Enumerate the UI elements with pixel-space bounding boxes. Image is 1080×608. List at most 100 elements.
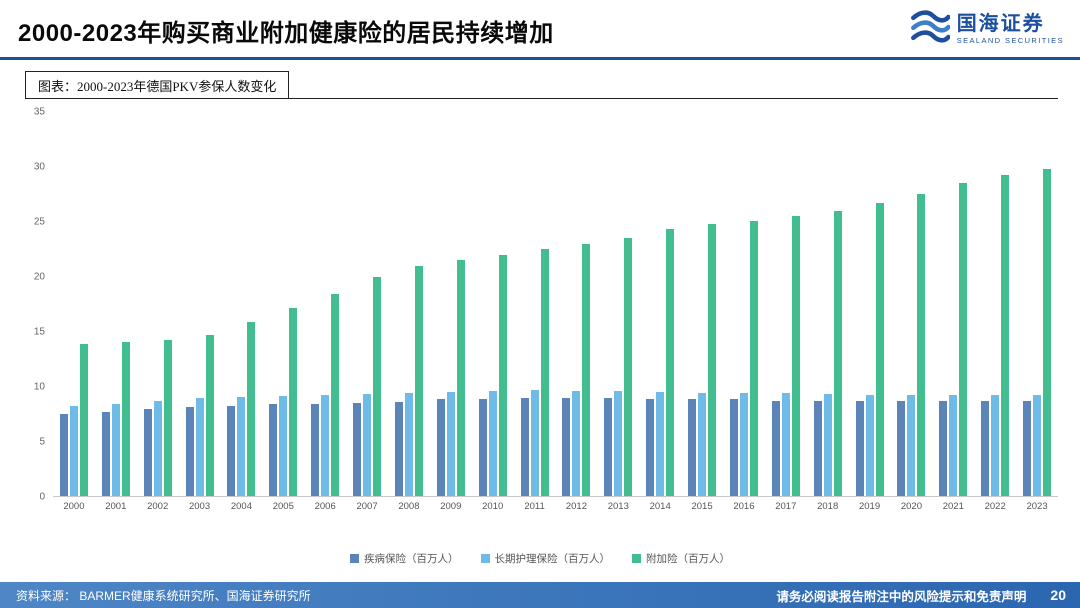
- figure-caption-row: 图表：2000-2023年德国PKV参保人数变化: [25, 71, 1058, 99]
- bar: [59, 413, 68, 496]
- bar: [1001, 174, 1010, 496]
- bar: [823, 393, 832, 496]
- bar-group-2023: 2023: [1016, 112, 1058, 512]
- bar-group-2017: 2017: [765, 112, 807, 512]
- bar-group-2012: 2012: [556, 112, 598, 512]
- bar: [436, 399, 445, 496]
- plot-area: 2000 2001 2002 2003 2004 2005 2006 2007 2008 2009…: [53, 112, 1058, 512]
- disclaimer-text: 请务必阅读报告附注中的风险提示和免责声明: [776, 589, 1027, 604]
- bar: [813, 400, 822, 496]
- legend-item: 疾病保险（百万人）: [350, 551, 459, 566]
- bar: [289, 308, 298, 496]
- x-axis-label: 2016: [733, 501, 755, 512]
- bar-group-2007: 2007: [346, 112, 388, 512]
- y-tick-label: 20: [33, 271, 45, 283]
- y-tick-label: 10: [33, 381, 45, 393]
- legend-swatch-icon: [480, 554, 490, 563]
- legend-item: 长期护理保险（百万人）: [480, 551, 611, 566]
- bar: [698, 392, 707, 496]
- bar-group-2002: 2002: [137, 112, 179, 512]
- bar: [456, 260, 465, 496]
- chart-legend: 疾病保险（百万人） 长期护理保险（百万人） 附加险（百万人）: [0, 551, 1080, 566]
- bar: [572, 390, 581, 496]
- x-axis-label: 2012: [565, 501, 587, 512]
- legend-label: 长期护理保险（百万人）: [494, 553, 611, 565]
- legend-label: 附加险（百万人）: [646, 553, 730, 565]
- x-axis-label: 2004: [230, 501, 252, 512]
- bar: [163, 340, 172, 496]
- bar-group-2016: 2016: [723, 112, 765, 512]
- x-axis-label: 2000: [63, 501, 85, 512]
- legend-item: 附加险（百万人）: [632, 551, 730, 566]
- figure-caption: 图表：2000-2023年德国PKV参保人数变化: [25, 71, 290, 99]
- bar: [101, 411, 110, 496]
- bar: [791, 216, 800, 496]
- logo-name: 国海证券: [956, 13, 1045, 36]
- bar: [739, 392, 748, 496]
- logo-subtitle: SEALAND SECURITIES: [956, 36, 1064, 46]
- x-axis-label: 2005: [272, 501, 294, 512]
- bar-group-2015: 2015: [681, 112, 723, 512]
- bar: [604, 398, 613, 496]
- x-axis-label: 2001: [105, 501, 127, 512]
- bar: [311, 403, 320, 496]
- x-axis-label: 2023: [1026, 501, 1048, 512]
- bar: [121, 342, 130, 496]
- bar: [865, 395, 874, 496]
- x-axis-label: 2021: [942, 501, 964, 512]
- bar: [394, 401, 403, 496]
- bar: [414, 265, 423, 496]
- bar: [562, 398, 571, 496]
- bar: [69, 406, 78, 496]
- bar: [227, 406, 236, 496]
- bar: [749, 220, 758, 496]
- bar: [729, 399, 738, 496]
- bar-group-2009: 2009: [430, 112, 472, 512]
- bar-group-2004: 2004: [221, 112, 263, 512]
- x-axis-label: 2008: [398, 501, 420, 512]
- bar: [981, 400, 990, 496]
- x-axis-label: 2003: [188, 501, 211, 512]
- bar-group-2000: 2000: [53, 112, 95, 512]
- bar: [331, 294, 340, 496]
- x-axis-label: 2019: [858, 501, 881, 512]
- x-axis-label: 2007: [356, 501, 378, 512]
- bar: [656, 391, 665, 496]
- bar: [1023, 400, 1032, 496]
- bar: [959, 183, 968, 496]
- bar: [708, 223, 717, 496]
- bar: [520, 398, 529, 496]
- bar: [614, 390, 623, 496]
- bar-group-2006: 2006: [304, 112, 346, 512]
- footer-bar: 资料来源： BARMER健康系统研究所、国海证券研究所 请务必阅读报告附注中的风…: [0, 582, 1080, 608]
- bar: [917, 194, 926, 496]
- bar: [373, 276, 382, 496]
- legend-swatch-icon: [632, 554, 641, 563]
- bar: [247, 321, 256, 496]
- y-tick-label: 15: [33, 326, 45, 338]
- legend-label: 疾病保险（百万人）: [364, 553, 459, 565]
- bar-group-2005: 2005: [262, 112, 304, 512]
- x-axis-label: 2015: [691, 501, 713, 512]
- bar-group-2010: 2010: [472, 112, 514, 512]
- bar-group-2018: 2018: [807, 112, 849, 512]
- bar: [269, 403, 278, 496]
- bar: [897, 400, 906, 496]
- x-axis-label: 2013: [607, 501, 629, 512]
- bar: [111, 403, 120, 496]
- bar: [624, 238, 633, 496]
- bar: [279, 396, 288, 496]
- company-logo: 国海证券 SEALAND SECURITIES: [910, 7, 1064, 52]
- bar: [582, 243, 591, 496]
- bar: [949, 395, 958, 496]
- legend-swatch-icon: [350, 554, 359, 563]
- source-note: 资料来源： BARMER健康系统研究所、国海证券研究所: [16, 588, 311, 603]
- bar: [478, 399, 487, 496]
- bar-group-2013: 2013: [597, 112, 639, 512]
- bar: [79, 343, 88, 496]
- bar: [530, 389, 539, 496]
- bar-group-2003: 2003: [179, 112, 221, 512]
- bar: [404, 392, 413, 496]
- bar-group-2001: 2001: [95, 112, 137, 512]
- bar: [205, 334, 214, 496]
